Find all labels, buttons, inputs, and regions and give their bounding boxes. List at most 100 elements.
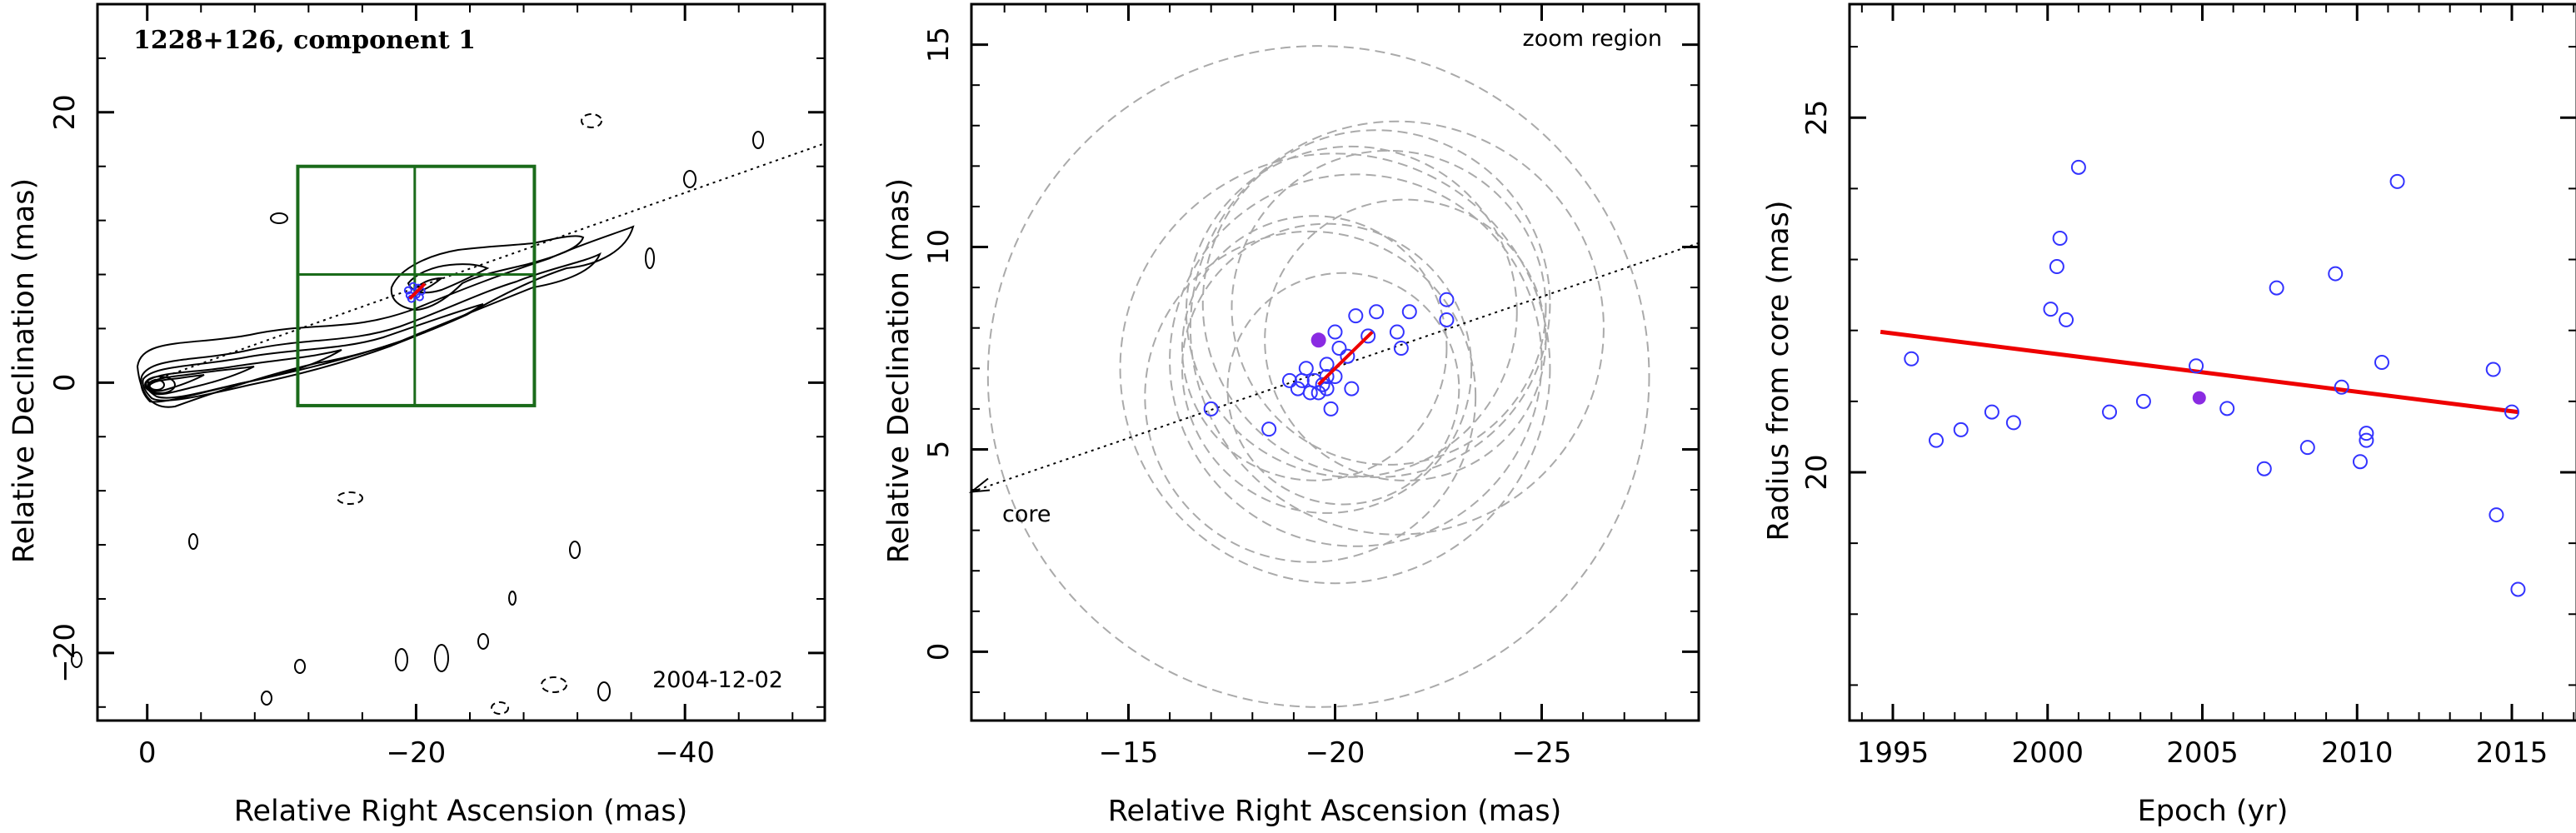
contour-map	[71, 113, 764, 715]
zoom-box	[296, 164, 537, 407]
epoch-marker	[1340, 348, 1355, 364]
highlighted-epoch	[2192, 391, 2206, 405]
x-tick-label: −20	[1305, 736, 1365, 770]
epoch-marker	[1953, 421, 1969, 437]
contour-island	[261, 691, 272, 706]
epoch-marker	[2043, 302, 2059, 317]
epoch-marker	[2389, 173, 2405, 189]
error-circle	[986, 45, 1650, 708]
contour-island	[270, 212, 288, 224]
plot-frame	[970, 2, 1700, 722]
error-circle	[1169, 173, 1543, 547]
y-tick-label: 25	[1800, 100, 1834, 136]
epoch-marker	[1984, 404, 1999, 420]
epoch-marker	[1319, 357, 1335, 372]
panel-zoom-region: −15 −20 −25 0 5 10 15 zoom region core Relati…	[882, 2, 1700, 828]
contour-island	[541, 676, 567, 693]
motion-vector	[408, 282, 427, 301]
x-tick-label: −25	[1512, 736, 1572, 770]
error-circle	[1185, 145, 1518, 478]
y-tick-label: 15	[922, 27, 956, 62]
contour-island	[71, 651, 82, 668]
zoom-region-label: zoom region	[1523, 26, 1662, 52]
plot-frame	[96, 2, 826, 722]
epoch-marker	[1327, 324, 1343, 340]
error-circle	[1189, 120, 1605, 536]
epoch-marker	[1281, 372, 1297, 388]
epoch-marker	[2352, 454, 2368, 470]
y-tick-label: 20	[1800, 454, 1834, 490]
epoch-marker	[403, 286, 412, 295]
epoch-marker	[2510, 581, 2526, 597]
x-tick-label: 1995	[1857, 736, 1930, 770]
y-axis-label: Relative Declination (mas)	[7, 178, 41, 563]
x-tick-label: −15	[1099, 736, 1159, 770]
y-axis-label: Radius from core (mas)	[1762, 200, 1795, 541]
x-axis-label: Epoch (yr)	[2138, 795, 2289, 828]
epoch-marker	[2052, 230, 2068, 246]
y-tick-label: 10	[922, 229, 956, 265]
epoch-marker	[2489, 507, 2504, 523]
epoch-marker	[1261, 421, 1277, 437]
y-tick-label: 0	[48, 374, 82, 392]
panel-contour-map: 0 −20 −40 −20 0 20 1228+126, component 1 200…	[7, 2, 826, 828]
epoch-marker	[2299, 440, 2315, 456]
epoch-marker	[2359, 432, 2374, 448]
error-circle	[1226, 272, 1460, 506]
epoch-marker	[1315, 377, 1330, 392]
jet-axis-line	[971, 242, 1700, 493]
epoch-marker	[2189, 358, 2204, 374]
epoch-marker	[2219, 401, 2235, 416]
y-tick-label: 20	[48, 94, 82, 130]
core-label: core	[1002, 501, 1051, 527]
highlighted-epoch	[1310, 332, 1326, 348]
epoch-marker	[2504, 404, 2519, 420]
contour-knot	[390, 235, 585, 312]
x-tick-label: 2000	[2011, 736, 2084, 770]
contour-island	[294, 659, 306, 674]
contour-island	[491, 701, 509, 715]
epoch-marker	[2334, 379, 2349, 395]
epoch-marker	[1393, 340, 1409, 356]
epoch-marker	[1439, 312, 1455, 327]
epoch-marker	[1360, 328, 1376, 344]
contour-island	[337, 491, 363, 505]
epoch-marker	[2374, 355, 2389, 370]
y-tick-label: −20	[48, 623, 82, 683]
contour-island	[569, 541, 581, 559]
epoch-marker	[2328, 266, 2344, 282]
epoch-marker	[408, 282, 417, 291]
error-circle	[1264, 198, 1547, 481]
x-axis-ticks: 0 −20 −40	[138, 4, 794, 770]
epoch-marker	[1290, 381, 1305, 397]
epoch-marker	[1369, 304, 1385, 320]
contour-island	[597, 681, 611, 701]
epoch-marker	[1310, 385, 1326, 401]
motion-vector	[1317, 331, 1374, 387]
contour-island	[752, 131, 764, 149]
contour-core-inner	[144, 376, 176, 394]
contour-island	[508, 591, 517, 606]
x-tick-label: 2010	[2321, 736, 2394, 770]
epoch-marker	[1323, 401, 1339, 416]
contour-level-2	[140, 252, 602, 403]
contour-island	[188, 533, 198, 550]
epoch-marker	[2049, 259, 2064, 275]
contour-level-3	[142, 303, 484, 402]
y-axis-label: Relative Declination (mas)	[882, 178, 916, 563]
component-marker	[403, 282, 427, 303]
epoch-marker	[1298, 361, 1314, 377]
epoch-marker	[1203, 401, 1219, 416]
contour-level-1	[136, 225, 635, 408]
jet-axis-line	[147, 142, 826, 384]
epoch-marker	[2485, 362, 2501, 377]
epoch-date-label: 2004-12-02	[652, 667, 783, 693]
error-circle	[1144, 230, 1477, 563]
epoch-marker	[1904, 351, 1920, 367]
x-axis-label: Relative Right Ascension (mas)	[234, 795, 687, 828]
x-tick-label: 0	[138, 736, 157, 770]
epoch-marker	[2070, 159, 2086, 175]
y-tick-label: 0	[922, 643, 956, 661]
contour-island	[645, 247, 655, 269]
